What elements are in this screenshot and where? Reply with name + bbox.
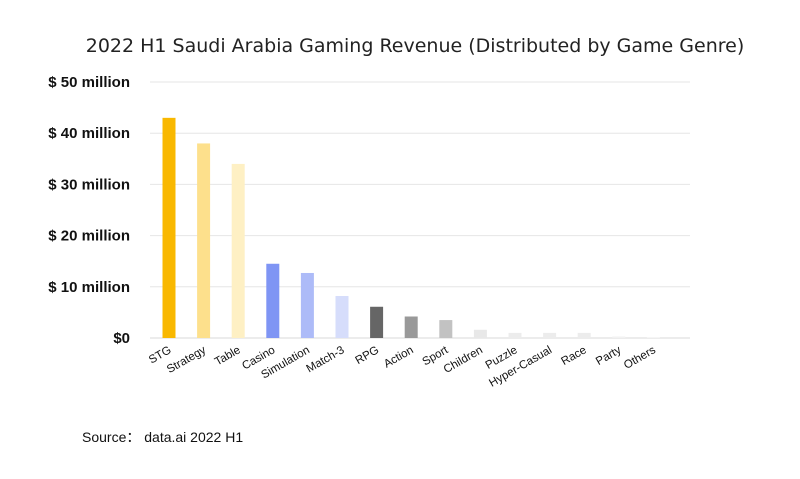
bars [162, 117, 660, 338]
bar-table [231, 163, 245, 338]
chart-title: 2022 H1 Saudi Arabia Gaming Revenue (Dis… [86, 35, 745, 57]
x-tick-label: Children [442, 344, 485, 376]
bar-casino [266, 263, 280, 338]
x-tick-label: Party [594, 344, 623, 368]
bar-race [577, 332, 591, 338]
source-value: data.ai 2022 H1 [144, 429, 244, 445]
bar-puzzle [508, 332, 522, 338]
x-tick-label: Others [622, 344, 658, 372]
x-tick-label: Strategy [165, 344, 208, 376]
x-tick-label: Table [213, 344, 243, 368]
bar-others [646, 336, 660, 338]
y-tick-label: $0 [113, 330, 130, 347]
y-axis: $0 $ 10 million $ 20 million $ 30 million $ … [48, 74, 130, 347]
y-tick-label: $ 20 million [48, 228, 130, 245]
y-tick-label: $ 10 million [48, 279, 130, 296]
x-tick-label: Match-3 [305, 344, 347, 375]
bar-action [404, 316, 418, 338]
source-label: Source： [82, 429, 141, 445]
x-tick-label: Action [382, 344, 416, 370]
source-note: Source： data.ai 2022 H1 [82, 427, 243, 447]
x-tick-label: RPG [354, 344, 382, 367]
bar-hyper-casual [543, 332, 557, 338]
grid [150, 81, 690, 339]
bar-strategy [197, 143, 211, 338]
bar-match-3 [335, 296, 349, 338]
bar-party [612, 336, 626, 338]
y-tick-label: $ 40 million [48, 125, 130, 142]
y-tick-label: $ 30 million [48, 176, 130, 193]
x-tick-label: Race [559, 344, 588, 368]
bar-children [473, 329, 487, 338]
y-tick-label: $ 50 million [48, 74, 130, 91]
bar-sport [439, 320, 453, 338]
bar-rpg [370, 306, 384, 338]
bar-stg [162, 117, 176, 338]
bar-simulation [300, 272, 314, 338]
